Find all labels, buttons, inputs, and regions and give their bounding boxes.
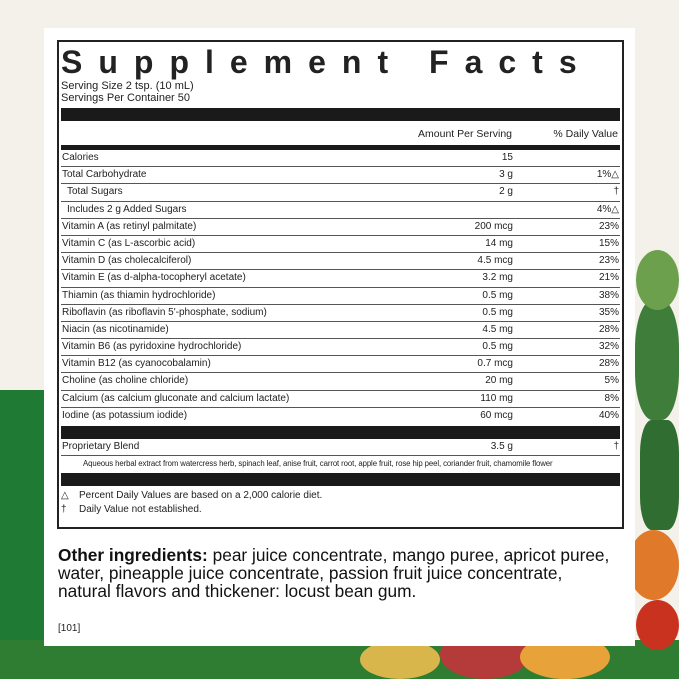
nutrient-name: Choline (as choline chloride) — [62, 375, 189, 387]
nutrient-name: Calcium (as calcium gluconate and calciu… — [62, 392, 290, 404]
nutrient-name: Vitamin B12 (as cyanocobalamin) — [62, 358, 211, 370]
other-ingredients: Other ingredients: pear juice concentrat… — [58, 546, 618, 600]
footnotes: △ Percent Daily Values are based on a 2,0… — [61, 489, 622, 517]
blend-name: Proprietary Blend — [62, 441, 140, 452]
nutrient-amount: 15 — [501, 152, 513, 163]
nutrient-dv: 32% — [598, 341, 619, 353]
nutrient-amount: 0.5 mg — [482, 289, 513, 301]
nutrient-name: Vitamin C (as L-ascorbic acid) — [62, 237, 196, 249]
nutrient-dv: 35% — [598, 306, 619, 318]
nutrient-name: Thiamin (as thiamin hydrochloride) — [62, 289, 216, 301]
nutrient-row: Total Sugars 2 g † — [61, 184, 620, 202]
column-header: Amount Per Serving % Daily Value — [59, 121, 622, 145]
nutrient-name: Riboflavin (as riboflavin 5'-phosphate, … — [62, 306, 267, 318]
nutrient-amount: 3.2 mg — [482, 272, 513, 284]
nutrient-row: Thiamin (as thiamin hydrochloride) 0.5 mg… — [61, 288, 620, 305]
nutrient-dv: 4%△ — [596, 203, 619, 215]
nutrient-dv: 28% — [598, 358, 619, 370]
nutrient-dv: 21% — [598, 272, 619, 284]
nutrient-name: Total Sugars — [67, 186, 123, 198]
nutrient-name: Includes 2 g Added Sugars — [67, 203, 187, 215]
nutrient-dv: 23% — [598, 220, 619, 232]
footnote: † Daily Value not established. — [61, 503, 622, 517]
label-code: [101] — [58, 623, 81, 634]
nutrient-row: Vitamin B12 (as cyanocobalamin) 0.7 mcg 28… — [61, 356, 620, 374]
nutrient-row: Vitamin A (as retinyl palmitate) 200 mcg 2… — [61, 219, 620, 236]
spinach-leaf-illustration — [635, 300, 679, 420]
nutrient-dv: 1%△ — [596, 169, 619, 181]
nutrient-row: Iodine (as potassium iodide) 60 mcg 40% — [61, 408, 620, 424]
nutrient-dv: † — [613, 186, 619, 198]
panel-title: Supplement Facts — [61, 44, 593, 80]
servings-per-container: Servings Per Container 50 — [61, 92, 191, 104]
divider-bar — [61, 108, 620, 121]
nutrient-dv: 28% — [598, 323, 619, 335]
nutrient-row: Riboflavin (as riboflavin 5'-phosphate, … — [61, 305, 620, 322]
divider-bar — [61, 426, 620, 439]
nutrient-row: Niacin (as nicotinamide) 4.5 mg 28% — [61, 322, 620, 340]
nutrient-name: Niacin (as nicotinamide) — [62, 323, 169, 335]
nutrient-name: Total Carbohydrate — [62, 169, 147, 181]
tomato-illustration — [636, 600, 679, 650]
nutrient-amount: 3 g — [499, 169, 513, 181]
fruit-illustration — [360, 640, 440, 679]
nutrient-row: Calories 15 — [61, 150, 620, 168]
leaf-illustration — [636, 250, 679, 310]
footnote: △ Percent Daily Values are based on a 2,0… — [61, 489, 622, 503]
nutrient-row: Calcium (as calcium gluconate and calciu… — [61, 391, 620, 408]
serving-size: Serving Size 2 tsp. (10 mL) — [61, 80, 194, 92]
nutrient-amount: 0.5 mg — [482, 306, 513, 318]
nutrient-dv: 15% — [598, 237, 619, 249]
blend-detail: Aqueous herbal extract from watercress h… — [83, 459, 553, 469]
nutrient-row: Includes 2 g Added Sugars 4%△ — [61, 202, 620, 219]
nutrient-amount: 110 mg — [480, 392, 513, 404]
nutrient-name: Vitamin E (as d-alpha-tocopheryl acetate… — [62, 272, 246, 284]
nutrient-dv: 38% — [598, 289, 619, 301]
nutrient-name: Vitamin B6 (as pyridoxine hydrochloride) — [62, 341, 242, 353]
nutrient-row: Total Carbohydrate 3 g 1%△ — [61, 167, 620, 185]
blend-detail-row: Aqueous herbal extract from watercress h… — [61, 456, 620, 472]
amount-header: Amount Per Serving — [418, 128, 512, 140]
nutrient-amount: 0.5 mg — [482, 341, 513, 353]
blend-amount: 3.5 g — [490, 441, 513, 452]
nutrient-amount: 0.7 mcg — [477, 358, 513, 370]
nutrient-name: Vitamin A (as retinyl palmitate) — [62, 220, 197, 232]
nutrient-amount: 2 g — [499, 186, 513, 198]
nutrient-row: Vitamin C (as L-ascorbic acid) 14 mg 15% — [61, 236, 620, 254]
nutrient-dv: 8% — [604, 392, 619, 404]
footnote-symbol: † — [61, 504, 67, 516]
blend-dv: † — [613, 441, 619, 452]
nutrient-row: Vitamin E (as d-alpha-tocopheryl acetate… — [61, 270, 620, 288]
nutrient-amount: 4.5 mg — [482, 323, 513, 335]
nutrient-table: Calories 15 Total Carbohydrate 3 g 1%△ Total … — [59, 150, 622, 424]
nutrient-amount: 60 mcg — [480, 409, 513, 421]
divider-thick — [61, 145, 620, 150]
nutrient-dv: 5% — [604, 375, 619, 387]
other-ingredients-label: Other ingredients: — [58, 545, 208, 565]
herb-illustration — [640, 420, 679, 530]
nutrient-row: Vitamin D (as cholecalciferol) 4.5 mcg 23% — [61, 253, 620, 271]
blend-row: Proprietary Blend 3.5 g † — [61, 439, 620, 457]
nutrient-amount: 14 mg — [485, 237, 513, 249]
nutrient-name: Vitamin D (as cholecalciferol) — [62, 255, 192, 267]
dv-header: % Daily Value — [553, 128, 618, 140]
nutrient-dv: 40% — [598, 409, 619, 421]
nutrient-amount: 200 mcg — [474, 220, 513, 232]
nutrient-amount: 4.5 mcg — [477, 255, 513, 267]
nutrient-amount: 20 mg — [485, 375, 513, 387]
apricot-illustration — [628, 530, 679, 600]
divider-bar — [61, 473, 620, 487]
supplement-facts-panel: Supplement Facts Serving Size 2 tsp. (10… — [57, 40, 624, 529]
nutrient-name: Calories — [62, 152, 99, 163]
nutrient-row: Vitamin B6 (as pyridoxine hydrochloride)… — [61, 339, 620, 357]
label-card — [44, 28, 635, 646]
other-ingredients-text: pear juice concentrate, mango puree, apr… — [58, 545, 610, 601]
footnote-symbol: △ — [61, 490, 69, 502]
footnote-text: Percent Daily Values are based on a 2,00… — [79, 490, 323, 502]
nutrient-dv: 23% — [598, 255, 619, 267]
footnote-text: Daily Value not established. — [79, 504, 202, 516]
nutrient-name: Iodine (as potassium iodide) — [62, 409, 188, 421]
nutrient-row: Choline (as choline chloride) 20 mg 5% — [61, 373, 620, 391]
